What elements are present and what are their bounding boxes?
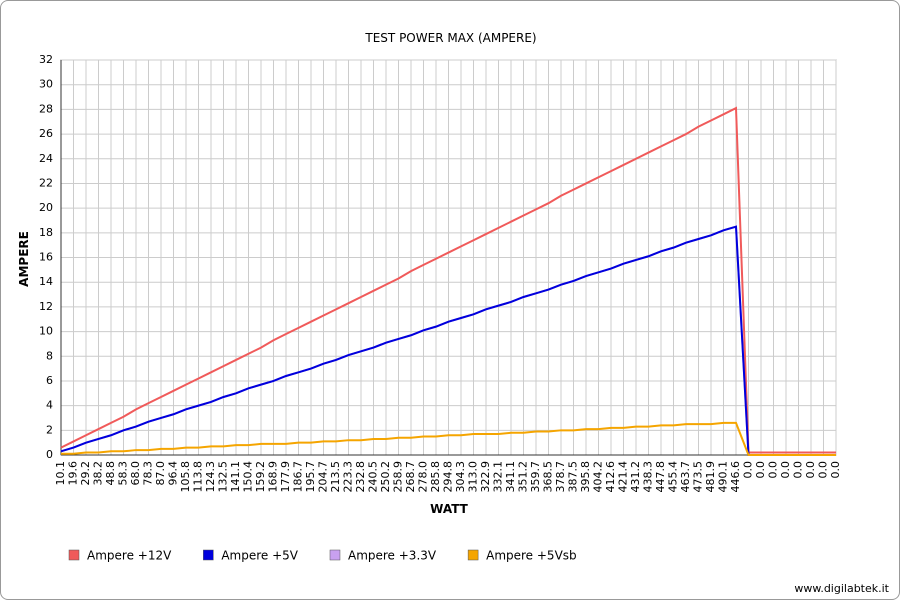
x-tick-label: 421.4 <box>617 461 630 493</box>
x-tick-label: 285.8 <box>429 461 442 493</box>
legend-label: Ampere +5V <box>221 549 298 563</box>
x-tick-label: 359.7 <box>529 461 542 493</box>
x-tick-label: 351.2 <box>517 461 530 493</box>
y-tick-label: 30 <box>39 78 53 91</box>
x-tick-label: 223.3 <box>342 461 355 493</box>
x-tick-label: 38.2 <box>92 461 105 486</box>
y-tick-label: 28 <box>39 102 53 115</box>
x-tick-label: 105.8 <box>179 461 192 493</box>
x-tick-label: 195.7 <box>304 461 317 493</box>
x-tick-label: 412.6 <box>604 461 617 493</box>
series-line <box>60 225 836 456</box>
x-tick-label: 250.2 <box>379 461 392 493</box>
series-line <box>61 421 836 456</box>
x-tick-label: 0.0 <box>804 461 817 479</box>
x-tick-label: 58.3 <box>117 461 130 486</box>
x-tick-label: 294.8 <box>442 461 455 493</box>
legend-swatch <box>68 549 80 561</box>
x-tick-label: 258.9 <box>392 461 405 493</box>
x-tick-label: 168.9 <box>267 461 280 493</box>
x-tick-label: 0.0 <box>792 461 805 479</box>
y-tick-label: 16 <box>39 251 53 264</box>
x-tick-label: 141.1 <box>229 461 242 493</box>
x-tick-label: 29.2 <box>79 461 92 486</box>
x-tick-label: 404.2 <box>592 461 605 493</box>
y-tick-label: 8 <box>46 349 53 362</box>
x-tick-label: 322.9 <box>479 461 492 493</box>
y-tick-label: 2 <box>46 423 53 436</box>
y-tick-label: 14 <box>39 275 53 288</box>
legend-label: Ampere +3.3V <box>348 549 437 563</box>
x-tick-label: 19.6 <box>67 461 80 486</box>
legend-swatch <box>203 549 214 561</box>
x-tick-label: 0.0 <box>754 461 767 479</box>
x-tick-label: 387.5 <box>567 461 580 493</box>
x-tick-label: 232.8 <box>354 461 367 493</box>
y-tick-label: 0 <box>46 448 53 461</box>
watermark: www.digilabtek.it <box>794 582 889 595</box>
legend-label: Ampere +12V <box>87 549 172 563</box>
series-line <box>60 106 836 454</box>
x-tick-label: 96.4 <box>167 461 180 486</box>
x-tick-label: 0.0 <box>817 461 830 479</box>
y-tick-label: 32 <box>39 53 53 66</box>
x-tick-label: 124.3 <box>204 461 217 493</box>
y-tick-label: 6 <box>46 374 53 387</box>
x-tick-label: 395.8 <box>579 461 592 493</box>
x-tick-label: 78.3 <box>142 461 155 486</box>
x-tick-label: 447.8 <box>654 461 667 493</box>
x-tick-label: 0.0 <box>829 461 842 479</box>
x-tick-label: 446.6 <box>729 461 742 493</box>
x-tick-label: 455.4 <box>667 461 680 493</box>
x-tick-label: 341.1 <box>504 461 517 493</box>
y-tick-label: 20 <box>39 201 53 214</box>
y-tick-label: 4 <box>46 399 53 412</box>
x-tick-label: 48.8 <box>104 461 117 486</box>
x-tick-label: 113.8 <box>192 461 205 493</box>
x-tick-label: 378.7 <box>554 461 567 493</box>
x-tick-label: 87.0 <box>154 461 167 486</box>
x-tick-label: 213.5 <box>329 461 342 493</box>
legend-label: Ampere +5Vsb <box>486 549 577 563</box>
x-tick-label: 463.7 <box>679 461 692 493</box>
y-tick-label: 18 <box>39 226 53 239</box>
x-tick-label: 304.3 <box>454 461 467 493</box>
chart-title: TEST POWER MAX (AMPERE) <box>364 31 536 45</box>
x-tick-label: 10.1 <box>54 461 67 486</box>
x-tick-label: 186.7 <box>292 461 305 493</box>
x-tick-label: 332.1 <box>492 461 505 493</box>
x-tick-label: 313.0 <box>467 461 480 493</box>
x-tick-label: 268.7 <box>404 461 417 493</box>
y-axis-label: AMPERE <box>17 231 31 287</box>
x-tick-label: 431.2 <box>629 461 642 493</box>
y-tick-label: 10 <box>39 325 53 338</box>
legend-swatch <box>329 549 341 561</box>
x-tick-label: 240.5 <box>367 461 380 493</box>
x-tick-label: 481.9 <box>704 461 717 493</box>
x-tick-label: 0.0 <box>742 461 755 479</box>
x-tick-label: 278.0 <box>417 461 430 493</box>
x-tick-label: 473.5 <box>692 461 705 493</box>
x-tick-label: 150.4 <box>242 461 255 493</box>
x-tick-label: 0.0 <box>767 461 780 479</box>
y-tick-label: 26 <box>39 127 53 140</box>
x-tick-label: 177.9 <box>279 461 292 493</box>
legend-swatch <box>467 549 479 561</box>
x-tick-label: 438.3 <box>642 461 655 493</box>
y-tick-label: 12 <box>39 300 53 313</box>
x-tick-label: 0.0 <box>779 461 792 479</box>
x-tick-label: 68.0 <box>129 461 142 486</box>
x-tick-label: 368.5 <box>542 461 555 493</box>
x-tick-label: 132.5 <box>217 461 230 493</box>
x-tick-label: 204.7 <box>317 461 330 493</box>
x-tick-label: 159.2 <box>254 461 267 493</box>
y-tick-label: 22 <box>39 176 53 189</box>
x-tick-label: 490.1 <box>717 461 730 493</box>
y-tick-label: 24 <box>39 152 53 165</box>
x-axis-label: WATT <box>430 502 469 516</box>
